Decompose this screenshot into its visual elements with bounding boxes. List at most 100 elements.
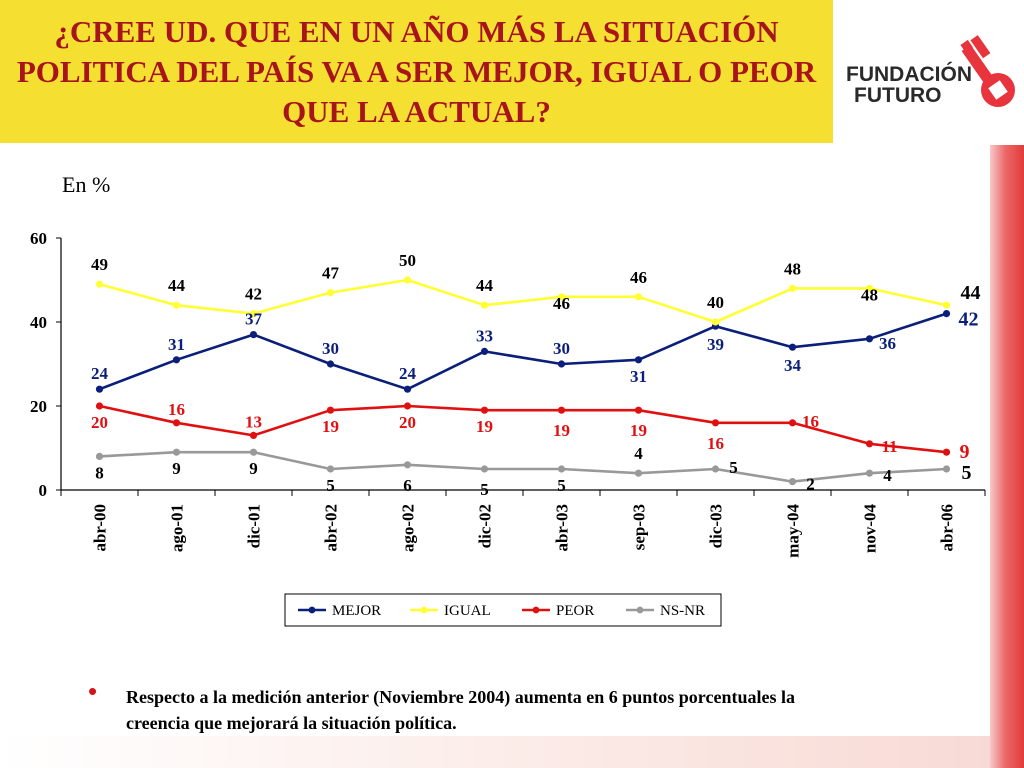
data-label-peor: 9 bbox=[960, 441, 970, 463]
x-tick-label: abr-02 bbox=[322, 504, 341, 552]
data-point-ns-nr bbox=[403, 461, 412, 469]
data-point-igual bbox=[942, 301, 951, 309]
data-point-mejor bbox=[249, 331, 258, 339]
data-point-peor bbox=[865, 440, 874, 448]
data-label-ns-nr: 6 bbox=[403, 476, 412, 495]
y-tick-label: 40 bbox=[30, 313, 47, 332]
data-label-igual: 44 bbox=[961, 282, 981, 304]
data-point-peor bbox=[711, 419, 720, 427]
legend-label-ns-nr: NS-NR bbox=[660, 603, 705, 619]
y-tick-label: 0 bbox=[39, 481, 48, 500]
data-label-igual: 42 bbox=[245, 285, 262, 304]
data-label-ns-nr: 5 bbox=[729, 458, 738, 477]
data-label-ns-nr: 5 bbox=[557, 476, 566, 495]
x-tick-label: abr-00 bbox=[91, 504, 110, 552]
data-label-peor: 20 bbox=[399, 413, 416, 432]
logo-line-1: FUNDACIÓN bbox=[846, 63, 972, 86]
fundacion-futuro-logo: FUNDACIÓN FUTURO bbox=[840, 30, 1020, 120]
series-line-peor bbox=[99, 404, 947, 454]
data-point-peor bbox=[403, 402, 412, 410]
data-point-ns-nr bbox=[172, 448, 181, 456]
legend-label-peor: PEOR bbox=[556, 603, 594, 619]
data-label-ns-nr: 4 bbox=[634, 444, 643, 463]
y-tick-label: 60 bbox=[30, 229, 47, 248]
data-point-mejor bbox=[172, 356, 181, 364]
x-tick-label: dic-01 bbox=[245, 504, 264, 548]
title-banner: ¿CREE UD. QUE EN UN AÑO MÁS LA SITUACIÓN… bbox=[0, 0, 833, 143]
data-label-igual: 47 bbox=[322, 264, 340, 283]
data-label-mejor: 30 bbox=[322, 339, 339, 358]
data-label-ns-nr: 9 bbox=[172, 459, 181, 478]
data-point-ns-nr bbox=[249, 448, 258, 456]
data-point-igual bbox=[865, 284, 874, 292]
data-point-mejor bbox=[788, 343, 797, 351]
decorative-bottom-band bbox=[0, 736, 990, 768]
x-tick-label: ago-01 bbox=[168, 504, 187, 552]
data-point-mejor bbox=[480, 347, 489, 355]
data-point-peor bbox=[326, 406, 335, 414]
data-label-igual: 50 bbox=[399, 251, 416, 270]
data-point-igual bbox=[326, 289, 335, 297]
data-point-peor bbox=[480, 406, 489, 414]
x-tick-label: ago-02 bbox=[399, 504, 418, 552]
footnote: Respecto a la medición anterior (Noviemb… bbox=[126, 687, 795, 733]
data-label-ns-nr: 5 bbox=[326, 476, 335, 495]
legend-marker-igual bbox=[420, 606, 428, 614]
data-label-ns-nr: 5 bbox=[480, 480, 489, 499]
decorative-right-band bbox=[990, 145, 1024, 768]
data-label-mejor: 37 bbox=[245, 310, 263, 329]
legend-marker-mejor bbox=[308, 606, 316, 614]
data-point-ns-nr bbox=[557, 465, 566, 473]
data-point-mejor bbox=[557, 360, 566, 368]
data-point-ns-nr bbox=[788, 478, 797, 486]
series-line-mejor bbox=[99, 312, 947, 391]
x-tick-label: sep-03 bbox=[630, 504, 649, 550]
data-point-ns-nr bbox=[711, 465, 720, 473]
legend-label-igual: IGUAL bbox=[444, 603, 491, 619]
data-label-peor: 19 bbox=[630, 421, 647, 440]
data-point-peor bbox=[249, 431, 258, 439]
x-tick-label: dic-02 bbox=[476, 504, 495, 548]
data-point-mejor bbox=[634, 356, 643, 364]
data-point-peor bbox=[557, 406, 566, 414]
data-label-mejor: 42 bbox=[959, 309, 979, 331]
data-label-peor: 16 bbox=[707, 434, 724, 453]
data-label-ns-nr: 2 bbox=[806, 475, 815, 494]
x-tick-label: nov-04 bbox=[861, 504, 880, 554]
data-point-igual bbox=[249, 310, 258, 318]
unit-label: En % bbox=[62, 172, 111, 197]
data-point-peor bbox=[95, 402, 104, 410]
legend-marker-ns-nr bbox=[636, 606, 644, 614]
data-point-igual bbox=[95, 280, 104, 288]
series-line-ns-nr bbox=[99, 450, 947, 483]
data-label-igual: 44 bbox=[476, 276, 494, 295]
logo-line-2: FUTURO bbox=[854, 84, 942, 107]
data-label-peor: 19 bbox=[322, 417, 339, 436]
data-label-igual: 40 bbox=[707, 293, 724, 312]
x-tick-label: may-04 bbox=[784, 504, 803, 558]
data-label-mejor: 34 bbox=[784, 356, 802, 375]
data-point-peor bbox=[942, 448, 951, 456]
data-label-igual: 46 bbox=[553, 294, 570, 313]
x-tick-label: dic-03 bbox=[707, 504, 726, 548]
data-point-ns-nr bbox=[95, 452, 104, 460]
data-point-ns-nr bbox=[942, 465, 951, 473]
data-point-igual bbox=[480, 301, 489, 309]
data-label-mejor: 24 bbox=[91, 364, 109, 383]
data-label-peor: 19 bbox=[476, 417, 493, 436]
data-label-mejor: 31 bbox=[168, 335, 185, 354]
data-label-ns-nr: 5 bbox=[962, 462, 972, 484]
x-tick-label: abr-06 bbox=[938, 504, 957, 552]
data-point-igual bbox=[634, 293, 643, 301]
x-tick-label: abr-03 bbox=[553, 504, 572, 552]
data-point-igual bbox=[711, 318, 720, 326]
data-point-mejor bbox=[403, 385, 412, 393]
data-point-ns-nr bbox=[865, 469, 874, 477]
data-label-igual: 48 bbox=[861, 285, 878, 304]
data-label-peor: 11 bbox=[881, 437, 897, 456]
data-label-mejor: 24 bbox=[399, 364, 417, 383]
data-point-mejor bbox=[942, 310, 951, 318]
data-label-ns-nr: 8 bbox=[95, 463, 104, 482]
data-label-mejor: 36 bbox=[879, 334, 896, 353]
data-label-mejor: 30 bbox=[553, 339, 570, 358]
